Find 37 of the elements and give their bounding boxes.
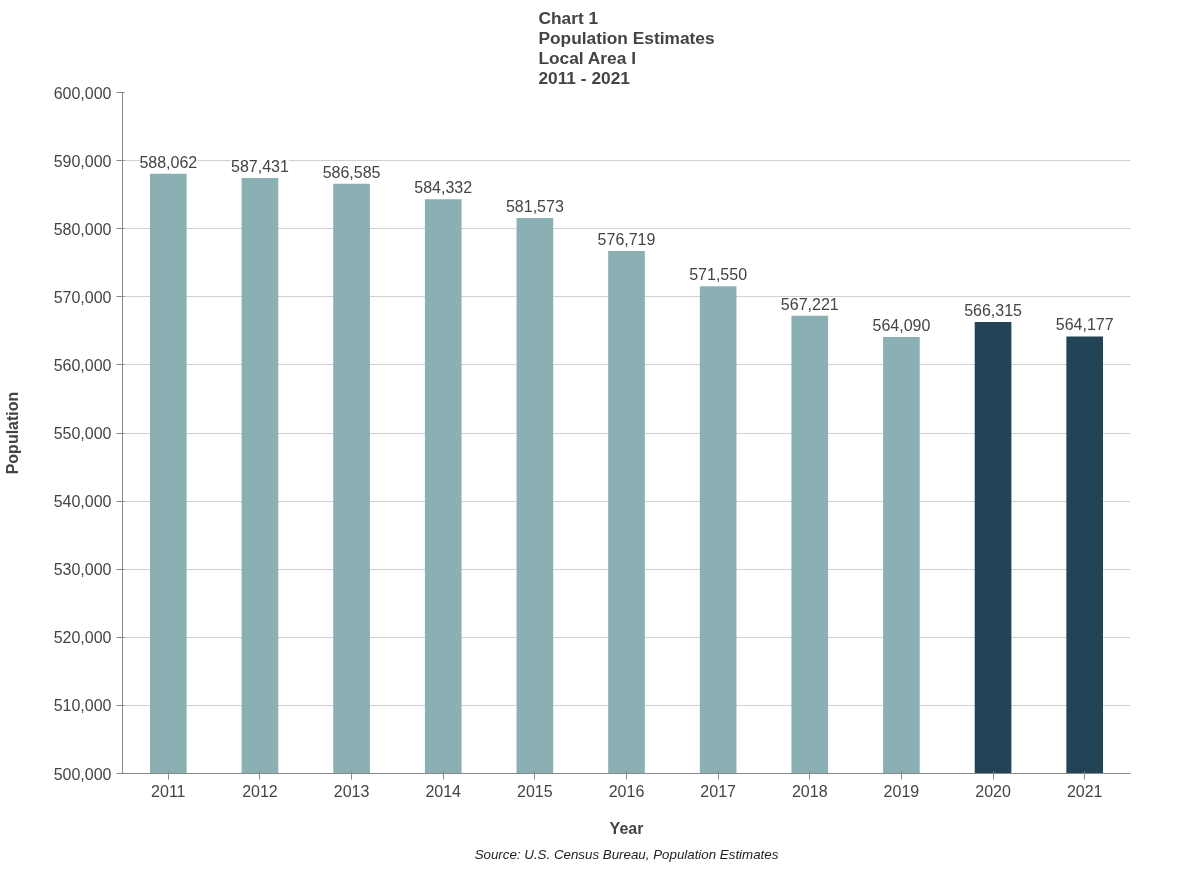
data-label: 584,332 [414,179,473,197]
x-tick-label: 2016 [608,782,645,800]
x-axis-title: Year [609,819,644,837]
x-tick-label: 2019 [883,782,920,800]
x-tick-label: 2017 [700,782,737,800]
y-axis-title: Population [3,391,21,475]
y-tick-label: 530,000 [53,561,112,579]
data-label: 588,062 [139,153,198,171]
data-label: 567,221 [780,295,839,313]
x-tick-label: 2018 [791,782,828,800]
chart-title: Chart 1 Population Estimates Local Area I 2011 - 2021 [538,7,715,88]
data-label: 581,573 [505,197,564,215]
source-note: Source: U.S. Census Bureau, Population Estimates [474,846,779,862]
y-tick-label: 500,000 [53,765,112,783]
data-label: 587,431 [231,158,289,176]
y-tick-label: 520,000 [53,629,112,647]
y-tick-label: 580,000 [53,220,112,238]
y-tick-label: 540,000 [53,493,112,511]
data-label: 571,550 [689,266,748,284]
x-tick-label: 2012 [242,782,278,800]
x-tick-label: 2015 [517,782,553,800]
data-label: 576,719 [597,231,656,249]
x-tick-label: 2011 [151,782,186,800]
y-tick-label: 510,000 [53,697,112,715]
x-tick-label: 2020 [975,782,1011,800]
y-tick-label: 560,000 [53,356,112,374]
x-tick-label: 2021 [1066,782,1103,800]
y-tick-label: 600,000 [53,84,112,102]
y-tick-label: 590,000 [53,152,112,170]
x-tick-label: 2013 [333,782,370,800]
data-label: 564,090 [872,317,931,335]
y-tick-label: 570,000 [53,288,112,306]
data-label: 566,315 [964,301,1023,319]
data-label: 564,177 [1055,316,1114,334]
y-tick-label: 550,000 [53,425,112,442]
data-label: 586,585 [322,163,381,181]
x-tick-label: 2014 [425,782,462,800]
